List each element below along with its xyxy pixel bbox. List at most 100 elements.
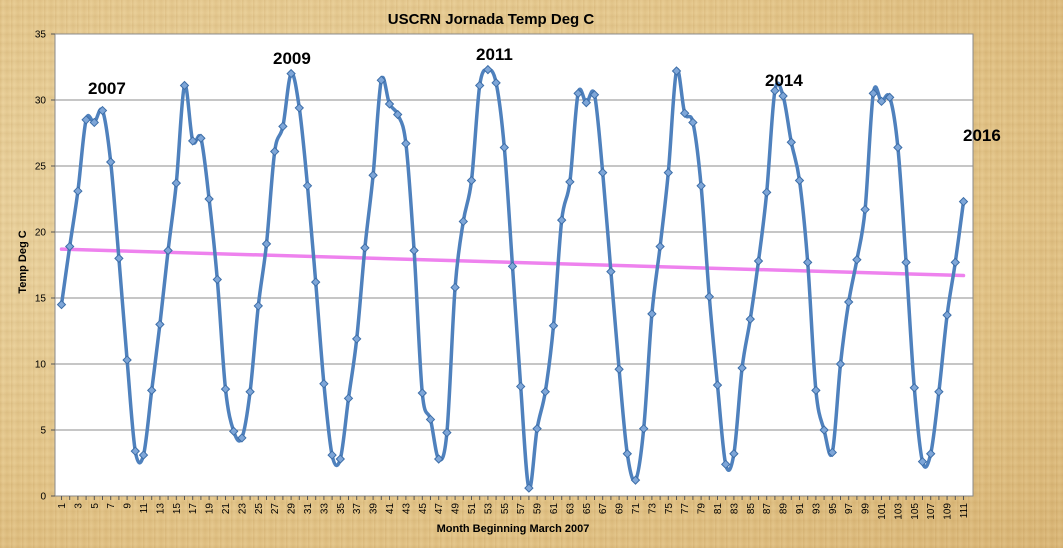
data-point xyxy=(81,115,91,125)
data-point xyxy=(392,109,403,120)
data-point xyxy=(720,459,731,470)
data-point xyxy=(466,175,477,186)
x-tick-label: 59 xyxy=(533,503,544,515)
data-markers xyxy=(56,64,969,493)
x-tick-label: 45 xyxy=(418,503,429,515)
x-tick-label: 5 xyxy=(90,503,101,509)
data-point xyxy=(811,385,821,396)
data-point xyxy=(245,387,255,397)
y-tick-label: 35 xyxy=(35,30,47,41)
data-point xyxy=(540,387,551,397)
y-tick-label: 25 xyxy=(35,162,47,173)
data-point xyxy=(89,117,100,128)
data-point xyxy=(802,257,813,268)
data-point xyxy=(491,78,501,88)
y-tick-label: 5 xyxy=(40,426,46,437)
x-tick-label: 55 xyxy=(500,503,511,515)
data-point xyxy=(843,297,854,307)
data-point xyxy=(376,75,387,85)
x-tick-label: 97 xyxy=(844,503,855,515)
data-point xyxy=(196,133,206,143)
y-tick-label: 0 xyxy=(40,492,46,503)
data-point xyxy=(450,282,460,293)
x-tick-label: 111 xyxy=(959,503,970,519)
x-tick-label: 33 xyxy=(319,503,330,515)
data-point xyxy=(204,194,214,204)
x-tick-label: 13 xyxy=(155,503,166,515)
data-point xyxy=(589,90,600,100)
data-point xyxy=(433,454,444,464)
annotation-2014: 2014 xyxy=(765,71,803,90)
data-point xyxy=(507,261,518,272)
data-point xyxy=(294,103,305,113)
data-point xyxy=(351,334,362,344)
data-point xyxy=(483,64,493,75)
y-tick-label: 20 xyxy=(35,228,47,239)
x-tick-label: 47 xyxy=(434,503,445,515)
x-tick-label: 51 xyxy=(467,503,478,515)
data-point xyxy=(130,446,141,456)
x-tick-label: 31 xyxy=(303,503,314,515)
temperature-line xyxy=(59,67,966,491)
data-point xyxy=(794,175,805,186)
data-point xyxy=(786,137,797,147)
data-point xyxy=(253,301,264,311)
data-point xyxy=(458,216,469,227)
data-point xyxy=(835,359,846,369)
data-point xyxy=(884,92,895,103)
x-tick-label: 11 xyxy=(139,503,150,514)
data-point xyxy=(278,121,288,132)
data-point xyxy=(56,299,67,310)
data-point xyxy=(909,383,920,393)
data-point xyxy=(212,274,223,285)
x-tick-label: 81 xyxy=(713,503,724,515)
y-axis-title: Temp Deg C xyxy=(17,230,29,293)
data-point xyxy=(893,142,903,153)
x-tick-label: 49 xyxy=(451,503,462,515)
data-point xyxy=(630,475,641,485)
data-point xyxy=(655,241,665,252)
data-point xyxy=(171,178,182,188)
data-point xyxy=(556,215,567,225)
data-point xyxy=(573,88,583,99)
x-tick-label: 17 xyxy=(188,503,199,515)
annotation-2009: 2009 xyxy=(273,49,311,68)
x-tick-label: 71 xyxy=(631,503,642,515)
x-tick-label: 95 xyxy=(828,503,839,515)
annotation-2007: 2007 xyxy=(88,79,126,98)
data-point xyxy=(286,68,296,79)
data-point xyxy=(335,454,346,464)
data-point xyxy=(138,450,149,460)
data-point xyxy=(425,414,436,425)
data-point xyxy=(515,381,526,392)
x-tick-label: 99 xyxy=(861,503,872,515)
x-tick-label: 7 xyxy=(106,503,117,509)
x-tick-label: 63 xyxy=(565,503,576,515)
data-point xyxy=(819,425,829,435)
data-point xyxy=(237,433,247,443)
data-point xyxy=(548,321,559,331)
x-tick-label: 15 xyxy=(172,503,183,515)
data-point xyxy=(187,136,198,146)
x-tick-label: 29 xyxy=(287,503,298,515)
x-tick-label: 53 xyxy=(483,503,494,515)
data-point xyxy=(310,277,321,287)
data-point xyxy=(942,310,952,320)
data-point xyxy=(474,80,485,91)
data-point xyxy=(105,157,116,167)
data-point xyxy=(778,91,788,101)
x-tick-label: 39 xyxy=(369,503,380,515)
x-tick-label: 1 xyxy=(57,503,68,509)
data-point xyxy=(155,319,165,330)
data-point xyxy=(770,86,780,96)
data-point xyxy=(917,456,928,467)
data-point xyxy=(343,393,354,404)
x-tick-label: 85 xyxy=(746,503,757,515)
data-point xyxy=(860,204,870,215)
x-tick-label: 19 xyxy=(205,503,216,515)
data-point xyxy=(417,388,428,398)
x-tick-label: 9 xyxy=(123,503,134,509)
data-point xyxy=(64,241,75,252)
data-point xyxy=(638,423,649,434)
